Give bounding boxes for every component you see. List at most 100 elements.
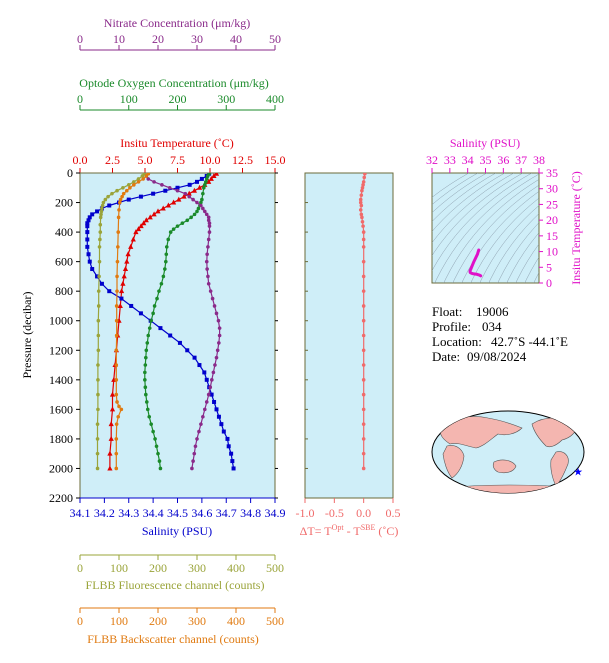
nitrate-axis: 0 10 20 30 40 50 <box>77 32 281 51</box>
backscatter-point <box>117 208 121 212</box>
nitrate-point <box>206 274 210 279</box>
nitrate-point <box>206 245 210 249</box>
pressure-tick-label: 600 <box>55 255 73 269</box>
fluorescence-point <box>97 259 102 264</box>
ts-ytick-label: 35 <box>546 166 558 180</box>
fluorescence-point <box>96 304 101 308</box>
fluorescence-point <box>95 466 100 471</box>
salinity-point <box>86 252 91 257</box>
temperature-point <box>181 193 187 199</box>
salinity-point <box>214 407 219 412</box>
delta-t-point <box>361 466 366 471</box>
pressure-tick-label: 2200 <box>49 491 73 505</box>
nitrate-point <box>210 296 215 301</box>
oxygen-point <box>189 215 193 220</box>
salinity-point <box>85 221 90 226</box>
nitrate-point <box>206 237 211 242</box>
backscatter-point <box>115 274 119 279</box>
salinity-point <box>119 296 124 301</box>
delta-t-point <box>359 203 364 208</box>
pressure-tick-label: 1200 <box>49 343 73 357</box>
axis-tick-label: 0 <box>77 32 83 46</box>
ts-xtick-label: 36 <box>497 153 509 167</box>
temperature-point <box>109 391 116 397</box>
salinity-point <box>197 363 202 368</box>
axis-tick-label: 0 <box>77 561 83 575</box>
date-label: Date: <box>432 349 460 364</box>
axis-tick-label: 34.6 <box>191 506 212 520</box>
oxygen-point <box>192 212 197 217</box>
nitrate-point <box>215 348 220 353</box>
nitrate-point <box>217 326 222 330</box>
delta-t-tick-label: 0.5 <box>386 506 401 520</box>
temperature-point <box>133 229 139 235</box>
fluorescence-point <box>96 333 101 338</box>
date-value: 09/08/2024 <box>467 349 527 364</box>
oxygen-point <box>203 183 207 187</box>
fluorescence-point <box>96 363 100 367</box>
salinity-point <box>95 274 100 279</box>
delta-t-point <box>360 188 364 193</box>
temperature-point <box>186 190 192 196</box>
axis-tick-label: 10 <box>113 32 125 46</box>
delta-t-point <box>361 289 366 293</box>
delta-t-point <box>359 212 364 217</box>
temperature-point <box>109 406 116 412</box>
ts-ytick-label: 0 <box>546 276 552 290</box>
salinity-point <box>187 182 192 187</box>
delta-t-point <box>361 259 366 264</box>
pressure-axis: 0 200 400 600 800 1000 1200 1400 1600 1800 2000 220… <box>49 166 278 505</box>
nitrate-point <box>191 197 195 202</box>
temperature-point <box>160 205 166 211</box>
salinity-point <box>138 194 143 199</box>
axis-tick-label: 10.0 <box>200 153 221 167</box>
nitrate-point <box>183 191 188 196</box>
oxygen-point <box>161 274 166 279</box>
float-value: 19006 <box>476 304 509 319</box>
temperature-point <box>138 223 144 229</box>
backscatter-point <box>114 363 119 367</box>
nitrate-point <box>195 437 199 441</box>
salinity-point <box>163 188 168 193</box>
backscatter-point <box>114 304 119 308</box>
nitrate-point <box>201 414 205 419</box>
axis-tick-label: 300 <box>188 614 206 628</box>
temperature-point <box>107 450 113 456</box>
axis-tick-label: 34.3 <box>118 506 139 520</box>
backscatter-point <box>119 407 124 412</box>
delta-t-point <box>361 437 366 441</box>
axis-tick-label: 400 <box>266 92 284 106</box>
oxygen-point <box>157 289 161 293</box>
nitrate-point <box>191 459 195 463</box>
fluorescence-point <box>95 437 100 441</box>
fluorescence-point <box>99 209 104 214</box>
axis-tick-label: 200 <box>149 614 167 628</box>
nitrate-point <box>210 378 214 382</box>
ts-ytick-label: 5 <box>546 260 552 274</box>
axis-tick-label: 15.0 <box>265 153 286 167</box>
nitrate-point <box>217 341 221 345</box>
density-contour <box>432 173 470 198</box>
oxygen-point <box>200 197 204 202</box>
oxygen-point <box>151 311 155 316</box>
nitrate-point <box>192 451 197 456</box>
salinity-point <box>192 355 197 360</box>
backscatter-point <box>114 333 119 338</box>
ts-ytick-label: 15 <box>546 229 558 243</box>
land-antarctica <box>445 484 575 493</box>
land-africa <box>442 445 465 479</box>
fluorescence-point <box>100 203 105 208</box>
salinity-point <box>209 392 214 397</box>
delta-t-point <box>361 333 366 338</box>
nitrate-point <box>199 422 203 426</box>
world-map: ★ <box>431 410 585 494</box>
oxygen-point <box>201 191 205 196</box>
fluorescence-axis-label: FLBB Fluorescence channel (counts) <box>86 578 265 592</box>
salinity-point <box>85 224 90 229</box>
delta-t-point <box>361 180 366 184</box>
fluorescence-point <box>140 174 145 178</box>
density-contour <box>515 243 539 283</box>
delta-t-tick-label: -1.0 <box>296 506 315 520</box>
oxygen-point <box>171 227 176 231</box>
